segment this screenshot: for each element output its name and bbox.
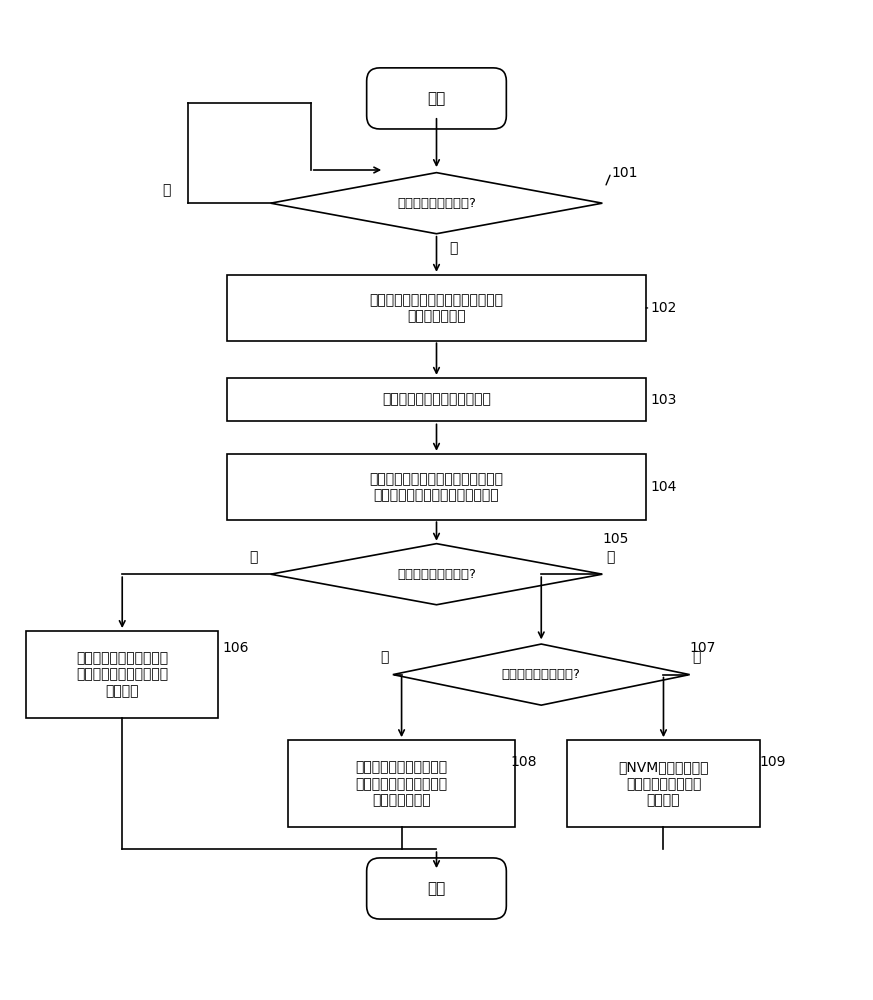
Text: 接收到访问缓存请求?: 接收到访问缓存请求? xyxy=(397,197,476,210)
Text: 105: 105 xyxy=(602,532,629,546)
Polygon shape xyxy=(393,644,690,705)
Text: 104: 104 xyxy=(650,480,677,494)
Text: 开始: 开始 xyxy=(428,91,445,106)
Text: 102: 102 xyxy=(650,301,677,315)
Text: 否: 否 xyxy=(692,650,701,664)
Text: 103: 103 xyxy=(650,393,677,407)
Bar xyxy=(227,275,646,341)
Text: 是: 是 xyxy=(380,650,388,664)
Text: 结束: 结束 xyxy=(428,881,445,896)
Text: 107: 107 xyxy=(690,641,716,655)
Text: 从NVM中读取对应的
数据并返回，更新第
三存储区: 从NVM中读取对应的 数据并返回，更新第 三存储区 xyxy=(618,761,709,807)
Polygon shape xyxy=(271,173,602,234)
Text: 获取待模拟的缓存的配置参数: 获取待模拟的缓存的配置参数 xyxy=(382,393,491,407)
Text: 是: 是 xyxy=(249,550,258,564)
Text: 106: 106 xyxy=(223,641,249,655)
Text: 101: 101 xyxy=(611,166,637,180)
FancyBboxPatch shape xyxy=(367,68,506,129)
Text: 在第一存储区中命中?: 在第一存储区中命中? xyxy=(397,568,476,581)
Text: 从所述访问缓存请求中提取待访问的
数据的存储地址: 从所述访问缓存请求中提取待访问的 数据的存储地址 xyxy=(369,293,504,323)
Text: 109: 109 xyxy=(760,755,786,769)
Bar xyxy=(288,740,515,827)
Bar xyxy=(26,631,218,718)
Bar xyxy=(567,740,760,827)
Bar xyxy=(227,378,646,421)
Text: 更新第一、第二存储区，
以及从第三存储区中读取
对应数据并返回: 更新第一、第二存储区， 以及从第三存储区中读取 对应数据并返回 xyxy=(355,761,448,807)
Text: 对所述存储地址进行划分，获得所述
存储地址对应的缓存块的地址信息: 对所述存储地址进行划分，获得所述 存储地址对应的缓存块的地址信息 xyxy=(369,472,504,502)
Bar xyxy=(227,454,646,520)
Text: 更新第一存储区，以及从
第二存储区中读取对应数
据并返回: 更新第一存储区，以及从 第二存储区中读取对应数 据并返回 xyxy=(76,651,168,698)
Text: 在第三存储区中命中?: 在第三存储区中命中? xyxy=(502,668,581,681)
Text: 否: 否 xyxy=(607,550,615,564)
Text: 108: 108 xyxy=(511,755,537,769)
Text: 否: 否 xyxy=(162,183,170,197)
Polygon shape xyxy=(271,544,602,605)
Text: 是: 是 xyxy=(450,242,458,256)
FancyBboxPatch shape xyxy=(367,858,506,919)
